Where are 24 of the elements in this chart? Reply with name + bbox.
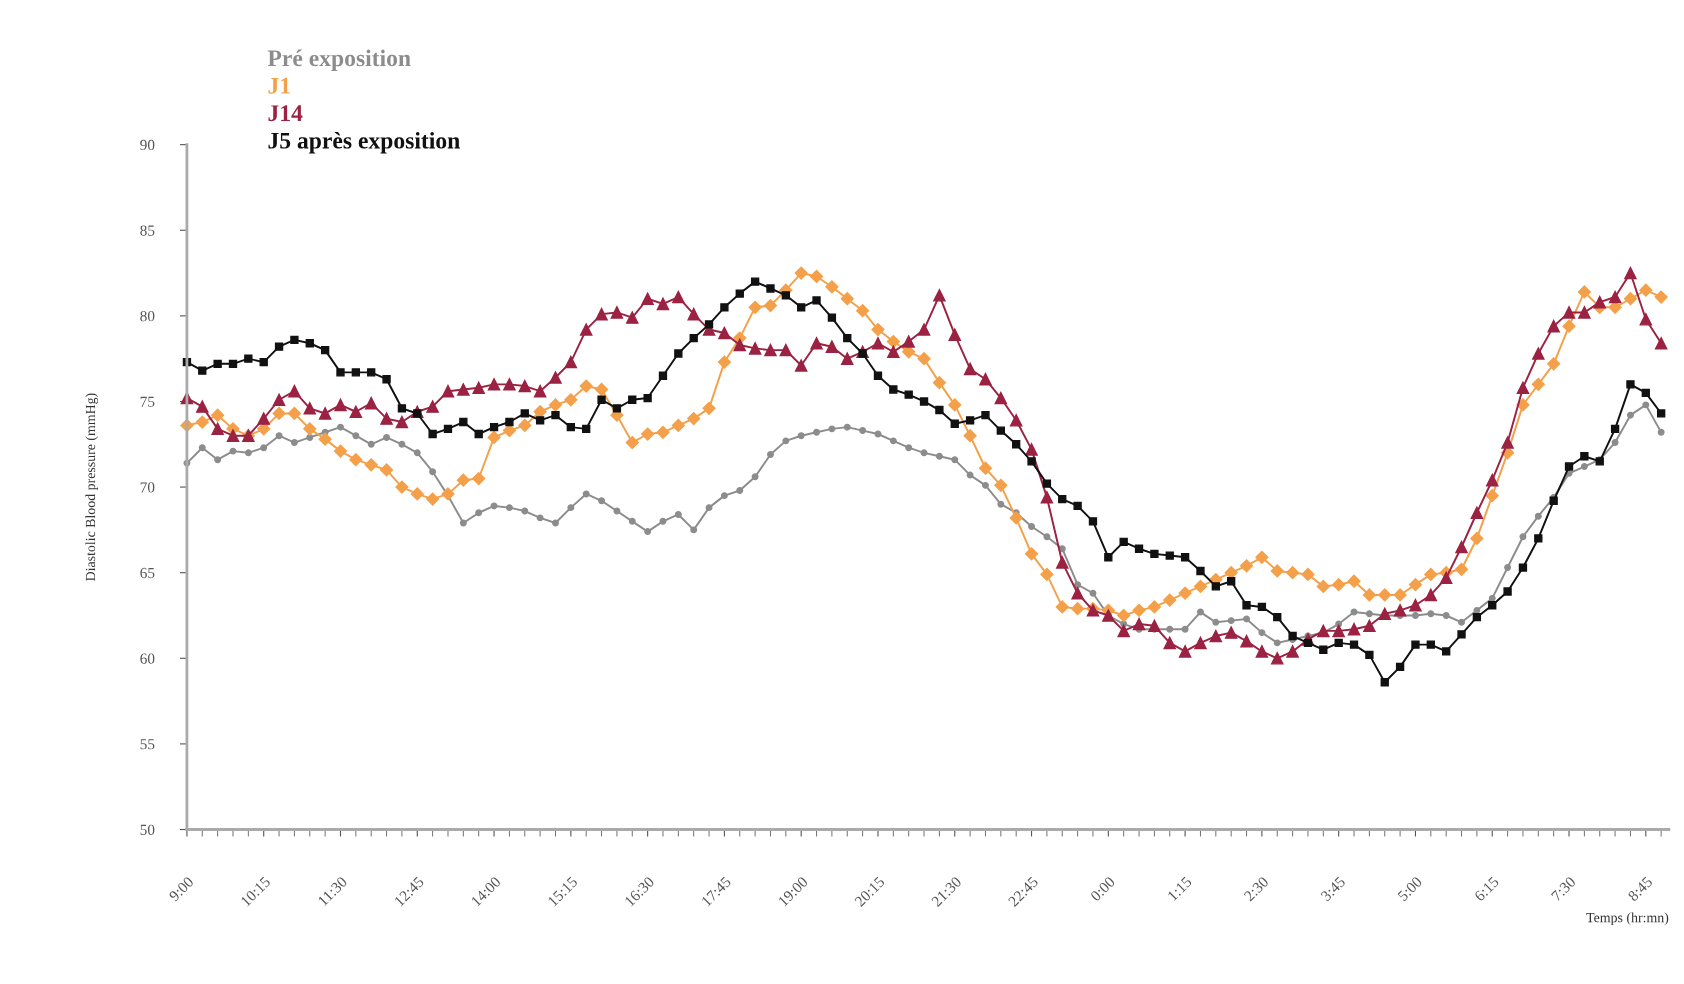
x-tick-label: 2:30 (1243, 876, 1270, 902)
y-tick-label: 50 (140, 824, 155, 835)
text: J14 (268, 105, 303, 122)
x-tick-label: 6:15 (1473, 876, 1500, 902)
x-tick-label: 8:45 (1627, 876, 1654, 902)
x-tick-label: 1:15 (1167, 876, 1193, 902)
y-tick-label: 60 (140, 653, 155, 664)
y-tick-label: 70 (140, 482, 155, 493)
y-tick-label: 80 (140, 311, 155, 322)
x-tick-label: 9:00 (168, 876, 195, 902)
x-axis-title: Temps (hr:mn) (1586, 912, 1669, 926)
text: J1 (268, 77, 290, 94)
x-tick-label: 7:30 (1550, 876, 1577, 902)
y-tick-label: 90 (140, 139, 155, 151)
y-axis-title: Diastolic Blood pressure (mmHg) (85, 393, 99, 581)
y-tick-label: 75 (140, 396, 155, 407)
y-tick-label: 65 (140, 567, 155, 579)
y-tick-label: 85 (140, 225, 155, 236)
text: Pré exposition (267, 49, 411, 72)
x-tick-label: 3:45 (1320, 876, 1346, 902)
x-tick-label: 0:00 (1089, 876, 1116, 902)
y-tick-label: 55 (140, 739, 155, 750)
text: J5 après exposition (268, 131, 460, 154)
x-tick-label: 5:00 (1397, 876, 1423, 902)
